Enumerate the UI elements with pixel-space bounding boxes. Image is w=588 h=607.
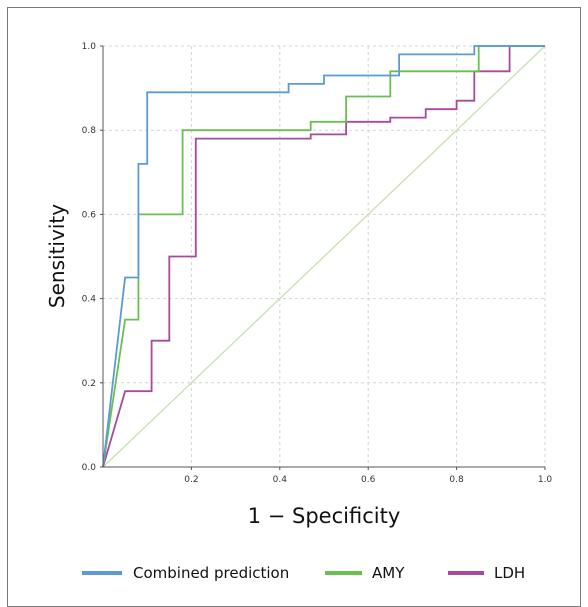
x-tick-label: 0.8 xyxy=(449,475,464,485)
reference-line xyxy=(102,45,546,468)
legend: Combined prediction AMY LDH xyxy=(82,564,525,582)
reference-diagonal xyxy=(102,45,546,468)
y-tick-label: 0.2 xyxy=(82,379,96,389)
x-tick-label: 1.0 xyxy=(538,475,553,485)
y-tick-label: 0.8 xyxy=(82,126,97,136)
x-tick-label: 0.6 xyxy=(361,475,376,485)
axes xyxy=(102,46,545,468)
y-tick-label: 1.0 xyxy=(82,42,97,52)
series-line-combined-prediction xyxy=(102,45,545,468)
y-tick-label: 0.6 xyxy=(82,210,97,220)
y-axis-title: Sensitivity xyxy=(45,204,69,308)
series-lines xyxy=(102,45,545,468)
tick-labels: 0.2 0.4 0.6 0.8 1.0 0.0 0.2 0.4 0.6 0.8 1.0 xyxy=(82,42,553,485)
y-tick-label: 0.0 xyxy=(82,463,97,473)
x-axis-title: 1 − Specificity xyxy=(248,504,401,528)
series-line-amy xyxy=(102,45,545,468)
x-tick-label: 0.2 xyxy=(184,475,198,485)
x-tick-label: 0.4 xyxy=(273,475,288,485)
legend-label: AMY xyxy=(372,564,405,582)
y-tick-label: 0.4 xyxy=(82,295,97,305)
legend-label: LDH xyxy=(494,564,525,582)
legend-label: Combined prediction xyxy=(133,564,289,582)
